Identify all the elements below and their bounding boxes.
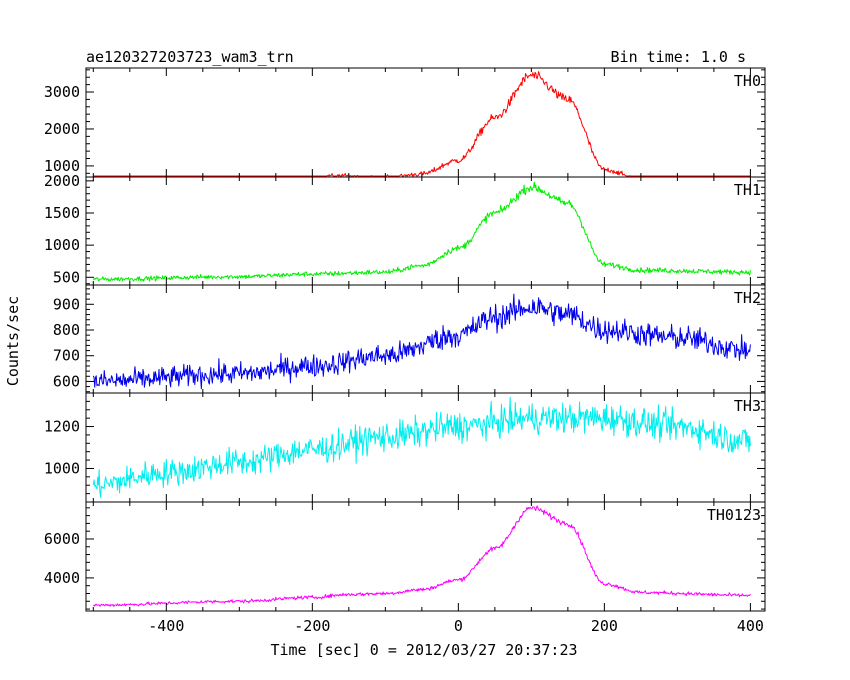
x-tick-label: -400 <box>148 617 184 635</box>
y-tick-label: 2000 <box>44 120 80 138</box>
y-tick-label: 600 <box>53 372 80 390</box>
y-tick-label: 2000 <box>44 172 80 190</box>
panel-label-th1: TH1 <box>734 181 761 199</box>
series-line-th0123 <box>93 505 751 608</box>
y-axis-label: Counts/sec <box>4 296 22 386</box>
y-tick-label: 1000 <box>44 157 80 175</box>
series-line-th1 <box>92 181 751 282</box>
y-tick-label: 6000 <box>44 530 80 548</box>
bin-time-label: Bin time: 1.0 s <box>611 48 746 66</box>
panel-th0123: TH0123 4000 6000 <box>44 501 766 612</box>
x-tick-label: 0 <box>454 617 463 635</box>
panel-label-th2: TH2 <box>734 289 761 307</box>
panel-th0: TH0 1000 2000 3000 <box>44 67 766 178</box>
series-line-th3 <box>92 396 751 498</box>
panel-frame <box>85 392 766 503</box>
x-tick-label: 200 <box>591 617 618 635</box>
y-tick-label: 500 <box>53 268 80 286</box>
panel-th1: TH1 500 1000 1500 2000 <box>44 172 766 286</box>
panel-frame <box>85 501 766 612</box>
y-tick-label: 1500 <box>44 204 80 222</box>
y-tick-label: 1000 <box>44 459 80 477</box>
panel-th2: TH2 600 700 800 900 <box>53 284 766 394</box>
panel-label-th0: TH0 <box>734 72 761 90</box>
series-line-th2 <box>92 293 751 390</box>
series-line-th0 <box>93 71 751 177</box>
x-tick-label: 400 <box>737 617 764 635</box>
x-axis-label: Time [sec] 0 = 2012/03/27 20:37:23 <box>270 641 577 659</box>
panel-label-th0123: TH0123 <box>707 506 761 524</box>
panel-th3: TH3 1000 1200 <box>44 392 766 503</box>
y-tick-label: 1000 <box>44 236 80 254</box>
panel-frame <box>85 67 766 178</box>
y-tick-label: 1200 <box>44 418 80 436</box>
x-tick-label: -200 <box>294 617 330 635</box>
y-tick-label: 4000 <box>44 569 80 587</box>
panel-frame <box>85 176 766 286</box>
y-tick-label: 800 <box>53 321 80 339</box>
panel-label-th3: TH3 <box>734 397 761 415</box>
y-tick-label: 900 <box>53 295 80 313</box>
y-tick-label: 3000 <box>44 83 80 101</box>
panels-group: TH0100020003000TH1500100015002000TH26007… <box>44 67 766 635</box>
y-tick-label: 700 <box>53 347 80 365</box>
chart-title: ae120327203723_wam3_trn <box>86 48 294 66</box>
